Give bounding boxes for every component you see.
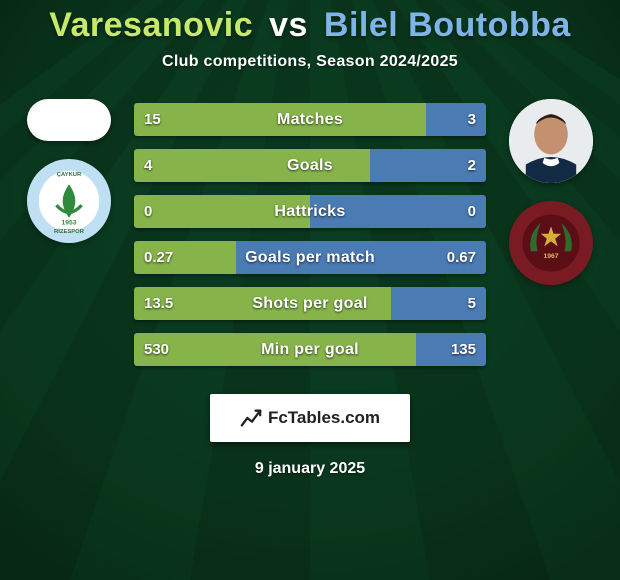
stat-label: Hattricks (134, 195, 486, 228)
chart-icon (240, 407, 262, 429)
branding-badge: FcTables.com (210, 394, 410, 442)
title-sep: vs (269, 6, 308, 44)
stat-row: 13.5 5 Shots per goal (134, 287, 486, 320)
date-text: 9 january 2025 (0, 460, 620, 478)
club-left-year: 1953 (62, 220, 77, 227)
club-right-year: 1967 (544, 253, 559, 260)
stat-label: Goals per match (134, 241, 486, 274)
comparison-main: ÇAYKUR RİZESPOR 1953 15 3 Matches 4 2 Go… (0, 99, 620, 366)
title-right: Bilel Boutobba (324, 6, 571, 44)
right-side: 1967 (496, 99, 606, 285)
stat-label: Matches (134, 103, 486, 136)
left-side: ÇAYKUR RİZESPOR 1953 (14, 99, 124, 243)
subtitle: Club competitions, Season 2024/2025 (0, 53, 620, 71)
stat-label: Min per goal (134, 333, 486, 366)
page-title: Varesanovic vs Bilel Boutobba (0, 6, 620, 45)
branding-text: FcTables.com (268, 408, 380, 428)
club-right-badge: 1967 (509, 201, 593, 285)
club-left-name-bot: RİZESPOR (54, 228, 85, 235)
avatar-left (27, 99, 111, 141)
club-left-name-top: ÇAYKUR (57, 172, 82, 178)
avatar-right (509, 99, 593, 183)
stat-bars: 15 3 Matches 4 2 Goals 0 0 Hattricks 0.2… (134, 99, 486, 366)
stat-row: 530 135 Min per goal (134, 333, 486, 366)
stat-label: Shots per goal (134, 287, 486, 320)
title-left: Varesanovic (49, 6, 253, 44)
stat-row: 4 2 Goals (134, 149, 486, 182)
stat-row: 0 0 Hattricks (134, 195, 486, 228)
stat-row: 0.27 0.67 Goals per match (134, 241, 486, 274)
stat-row: 15 3 Matches (134, 103, 486, 136)
club-left-badge: ÇAYKUR RİZESPOR 1953 (27, 159, 111, 243)
stat-label: Goals (134, 149, 486, 182)
